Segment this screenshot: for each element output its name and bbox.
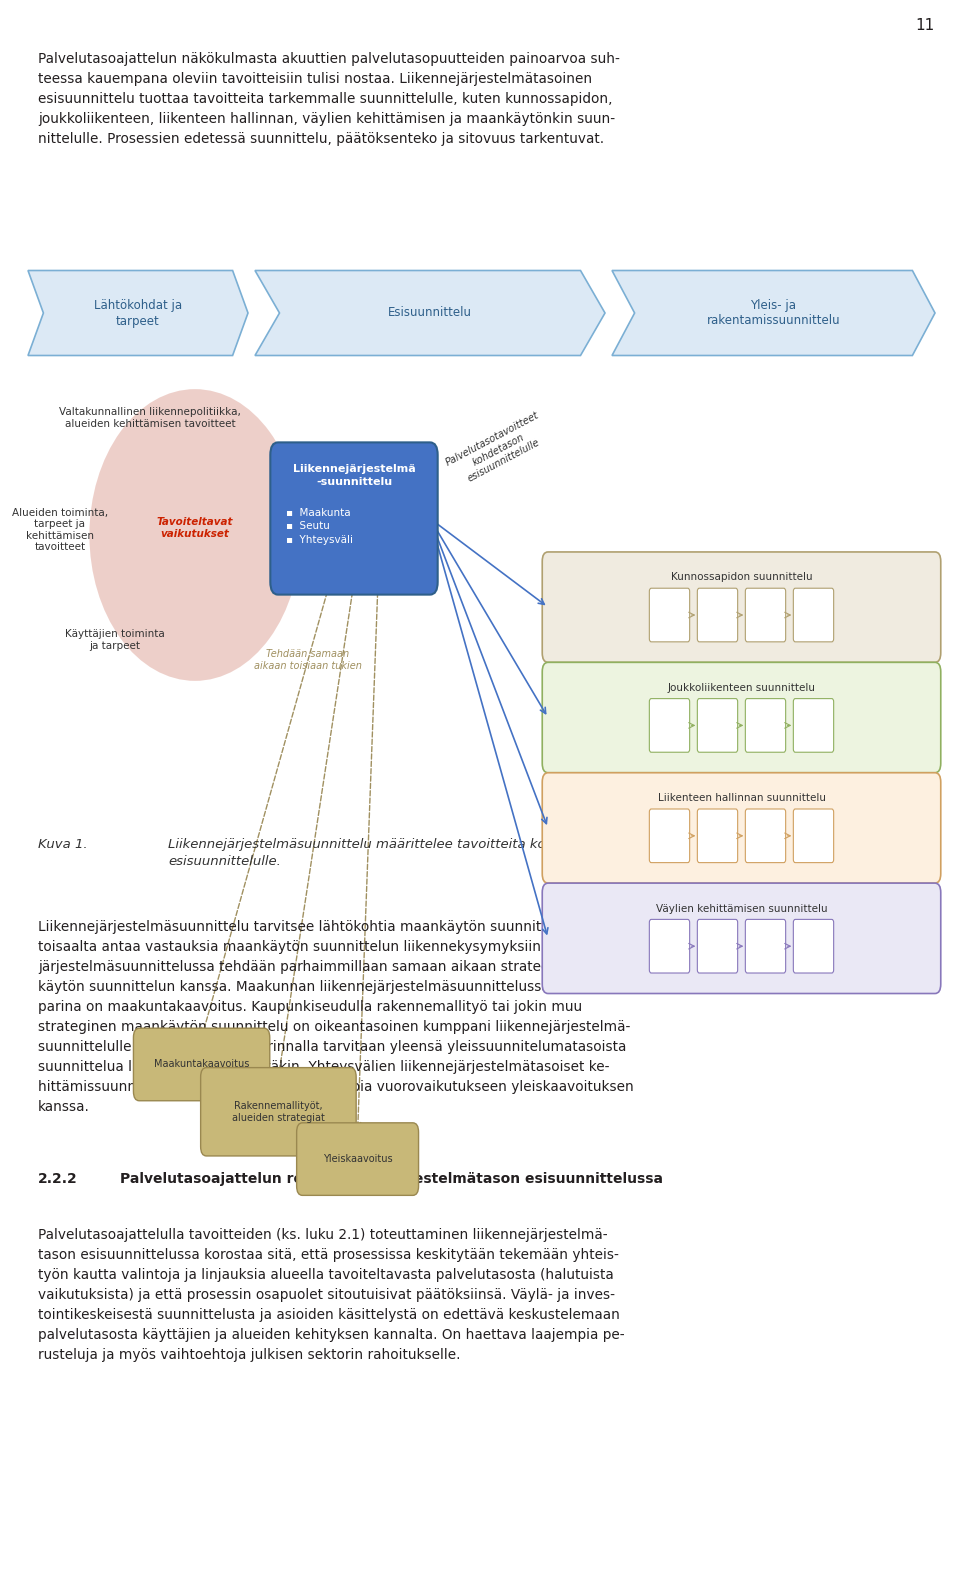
FancyBboxPatch shape: [793, 699, 833, 752]
Text: Valtakunnallinen liikennepolitiikka,
alueiden kehittämisen tavoitteet: Valtakunnallinen liikennepolitiikka, alu…: [60, 407, 241, 429]
Text: Maakuntakaavoitus: Maakuntakaavoitus: [154, 1060, 250, 1069]
FancyBboxPatch shape: [542, 773, 941, 883]
FancyBboxPatch shape: [697, 809, 737, 863]
Polygon shape: [28, 271, 248, 355]
FancyBboxPatch shape: [201, 1068, 356, 1156]
FancyBboxPatch shape: [271, 443, 438, 595]
Text: Yleiskaavoitus: Yleiskaavoitus: [323, 1154, 393, 1164]
Text: Esisuunnittelu: Esisuunnittelu: [388, 306, 472, 320]
FancyBboxPatch shape: [745, 919, 785, 973]
FancyBboxPatch shape: [649, 809, 689, 863]
Polygon shape: [255, 271, 605, 355]
FancyBboxPatch shape: [745, 588, 785, 642]
Text: Liikennejärjestelmäsuunnittelu tarvitsee lähtökohtia maankäytön suunnittelusta j: Liikennejärjestelmäsuunnittelu tarvitsee…: [38, 919, 634, 1115]
FancyBboxPatch shape: [745, 809, 785, 863]
Text: Väylien kehittämisen suunnittelu: Väylien kehittämisen suunnittelu: [656, 904, 828, 913]
FancyBboxPatch shape: [542, 662, 941, 773]
FancyBboxPatch shape: [649, 699, 689, 752]
FancyBboxPatch shape: [697, 919, 737, 973]
Text: Lähtökohdat ja
tarpeet: Lähtökohdat ja tarpeet: [94, 298, 182, 328]
FancyBboxPatch shape: [133, 1028, 270, 1101]
Text: ▪  Maakunta
▪  Seutu
▪  Yhteysväli: ▪ Maakunta ▪ Seutu ▪ Yhteysväli: [286, 508, 352, 546]
FancyBboxPatch shape: [542, 883, 941, 994]
Text: Kunnossapidon suunnittelu: Kunnossapidon suunnittelu: [671, 572, 812, 582]
FancyBboxPatch shape: [697, 699, 737, 752]
FancyBboxPatch shape: [793, 588, 833, 642]
FancyBboxPatch shape: [793, 919, 833, 973]
Text: Palvelutasoajattelun näkökulmasta akuuttien palvelutasopuutteiden painoarvoa suh: Palvelutasoajattelun näkökulmasta akuutt…: [38, 52, 620, 147]
Text: Tavoiteltavat
vaikutukset: Tavoiteltavat vaikutukset: [156, 517, 233, 539]
Text: Palvelutasotavoitteet
kohdetason
esisuunnittelulle: Palvelutasotavoitteet kohdetason esisuun…: [444, 410, 552, 490]
Text: Liikenteen hallinnan suunnittelu: Liikenteen hallinnan suunnittelu: [658, 793, 826, 803]
Ellipse shape: [89, 390, 300, 681]
Text: 11: 11: [916, 17, 935, 33]
Text: Yleis- ja
rakentamissuunnittelu: Yleis- ja rakentamissuunnittelu: [707, 298, 840, 328]
FancyBboxPatch shape: [649, 588, 689, 642]
Text: Alueiden toiminta,
tarpeet ja
kehittämisen
tavoitteet: Alueiden toiminta, tarpeet ja kehittämis…: [12, 508, 108, 552]
FancyBboxPatch shape: [542, 552, 941, 662]
Text: Joukkoliikenteen suunnittelu: Joukkoliikenteen suunnittelu: [667, 683, 815, 692]
FancyBboxPatch shape: [697, 588, 737, 642]
Text: Liikennejärjestelmä
-suunnittelu: Liikennejärjestelmä -suunnittelu: [293, 465, 416, 487]
Text: Rakennemallityöt,
alueiden strategiat: Rakennemallityöt, alueiden strategiat: [232, 1101, 324, 1123]
Text: Palvelutasoajattelun rooli liikennejärjestelmätason esisuunnittelussa: Palvelutasoajattelun rooli liikennejärje…: [120, 1172, 663, 1186]
FancyBboxPatch shape: [649, 919, 689, 973]
FancyBboxPatch shape: [745, 699, 785, 752]
Text: Liikennejärjestelmäsuunnittelu määrittelee tavoitteita kohdetason
esisuunnittelu: Liikennejärjestelmäsuunnittelu määrittel…: [168, 837, 608, 867]
Polygon shape: [612, 271, 935, 355]
FancyBboxPatch shape: [793, 809, 833, 863]
Text: Kuva 1.: Kuva 1.: [38, 837, 87, 852]
Text: 2.2.2: 2.2.2: [38, 1172, 78, 1186]
Text: Palvelutasoajattelulla tavoitteiden (ks. luku 2.1) toteuttaminen liikennejärjest: Palvelutasoajattelulla tavoitteiden (ks.…: [38, 1228, 625, 1363]
Text: Tehdään samaan
aikaan toisiaan tukien: Tehdään samaan aikaan toisiaan tukien: [254, 648, 362, 672]
FancyBboxPatch shape: [297, 1123, 419, 1195]
Text: Käyttäjien toiminta
ja tarpeet: Käyttäjien toiminta ja tarpeet: [65, 629, 165, 651]
